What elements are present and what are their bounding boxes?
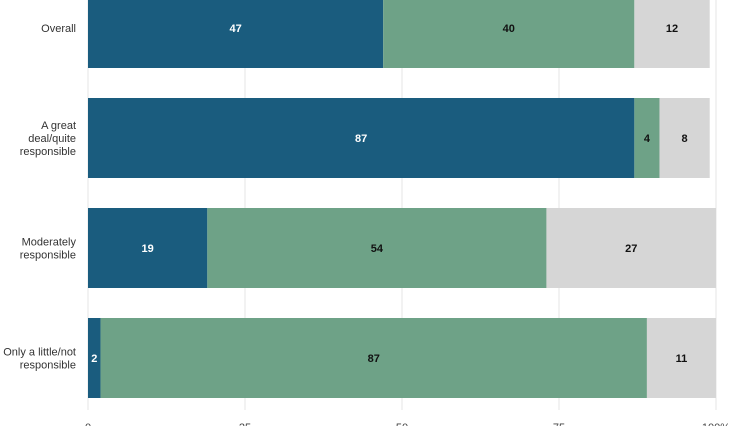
data-label: 19 [142,243,154,255]
bar-segment [88,208,208,288]
bar-segment [88,98,635,178]
x-tick-label: 100% [702,422,730,426]
data-label: 4 [644,133,651,145]
bar-segment [207,208,547,288]
x-axis-ticks: 0 25 50 75 100% [85,422,730,426]
data-label: 2 [91,353,97,365]
category-label: Overall [41,23,76,35]
x-tick-label: 0 [85,422,91,426]
data-labels: 47 40 12 87 4 8 19 54 27 2 87 11 [91,23,687,365]
x-tick-label: 50 [396,422,408,426]
data-label: 40 [503,23,515,35]
bar-segment [88,318,101,398]
category-label: Moderately responsible [20,237,77,262]
bar-segment [546,208,716,288]
data-label: 54 [371,243,384,255]
x-tick-label: 75 [553,422,565,426]
bar-segment [634,0,710,68]
data-label: 11 [676,353,688,365]
bars [88,0,716,398]
category-label: A great deal/quite responsible [20,120,76,158]
bar-segment [100,318,647,398]
bar-segment [646,318,716,398]
bar-segment [659,98,710,178]
bar-segment [383,0,635,68]
data-label: 27 [625,243,637,255]
data-label: 47 [229,23,241,35]
data-label: 87 [355,133,367,145]
category-label: Only a little/not responsible [3,347,76,372]
data-label: 12 [666,23,678,35]
bar-segment [634,98,660,178]
bar-segment [88,0,384,68]
data-label: 8 [682,133,688,145]
category-labels: Overall A great deal/quite responsible Moder… [3,23,76,372]
x-tick-label: 25 [239,422,251,426]
data-label: 87 [368,353,380,365]
